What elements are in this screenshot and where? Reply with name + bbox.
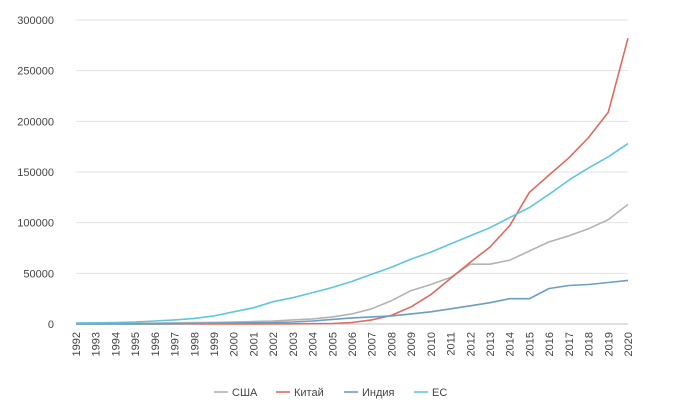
gridlines xyxy=(76,19,628,325)
x-tick-label: 2010 xyxy=(426,332,438,356)
x-tick-label: 2003 xyxy=(288,332,300,356)
series-line-1 xyxy=(75,203,629,325)
data-series xyxy=(75,37,629,325)
x-tick-label: 2000 xyxy=(229,332,241,356)
x-axis-tick-labels: 1992 1993 1994 1995 1996 1997 1998 1999 2000 2001… xyxy=(71,332,635,356)
x-tick-label: 2005 xyxy=(327,332,339,356)
x-tick-label: 1997 xyxy=(170,332,182,356)
x-tick-label: 2002 xyxy=(268,332,280,356)
y-tick-label: 300000 xyxy=(17,15,54,27)
x-tick-label: 1999 xyxy=(209,332,221,356)
series-line-3 xyxy=(76,279,629,325)
x-tick-label: 1993 xyxy=(91,332,103,356)
y-tick-label: 150000 xyxy=(17,167,54,179)
x-tick-label: 2017 xyxy=(564,332,576,356)
x-tick-label: 2020 xyxy=(623,332,635,356)
x-tick-label: 2013 xyxy=(485,332,497,356)
legend: США Китай Индия ЕС xyxy=(214,387,447,399)
x-tick-label: 2008 xyxy=(386,332,398,356)
x-tick-label: 2001 xyxy=(248,332,260,356)
x-tick-label: 2014 xyxy=(505,332,517,356)
legend-label: Китай xyxy=(294,387,324,399)
x-tick-label: 2007 xyxy=(367,332,379,356)
x-tick-label: 2012 xyxy=(465,332,477,356)
y-tick-label: 200000 xyxy=(17,116,54,128)
x-tick-label: 2011 xyxy=(446,332,458,356)
legend-label: США xyxy=(232,387,258,399)
x-tick-label: 2018 xyxy=(584,332,596,356)
y-tick-label: 50000 xyxy=(23,268,54,280)
x-tick-label: 1998 xyxy=(189,332,201,356)
x-tick-label: 2009 xyxy=(406,332,418,356)
y-tick-label: 100000 xyxy=(17,218,54,230)
x-tick-label: 2019 xyxy=(603,332,615,356)
legend-label: ЕС xyxy=(432,387,447,399)
y-tick-label: 0 xyxy=(48,319,54,331)
x-tick-label: 1996 xyxy=(150,332,162,356)
x-tick-label: 2004 xyxy=(308,332,320,356)
x-tick-label: 2016 xyxy=(544,332,556,356)
x-tick-label: 1992 xyxy=(71,332,83,356)
series-line-4 xyxy=(75,142,629,324)
legend-label: Индия xyxy=(362,387,395,399)
x-tick-label: 2006 xyxy=(347,332,359,356)
x-tick-label: 1995 xyxy=(130,332,142,356)
x-tick-label: 1994 xyxy=(110,332,122,356)
y-tick-label: 250000 xyxy=(17,66,54,78)
x-tick-label: 2015 xyxy=(524,332,536,356)
y-axis-tick-labels: 0 50000 100000 150000 200000 250000 300000 xyxy=(17,15,54,331)
